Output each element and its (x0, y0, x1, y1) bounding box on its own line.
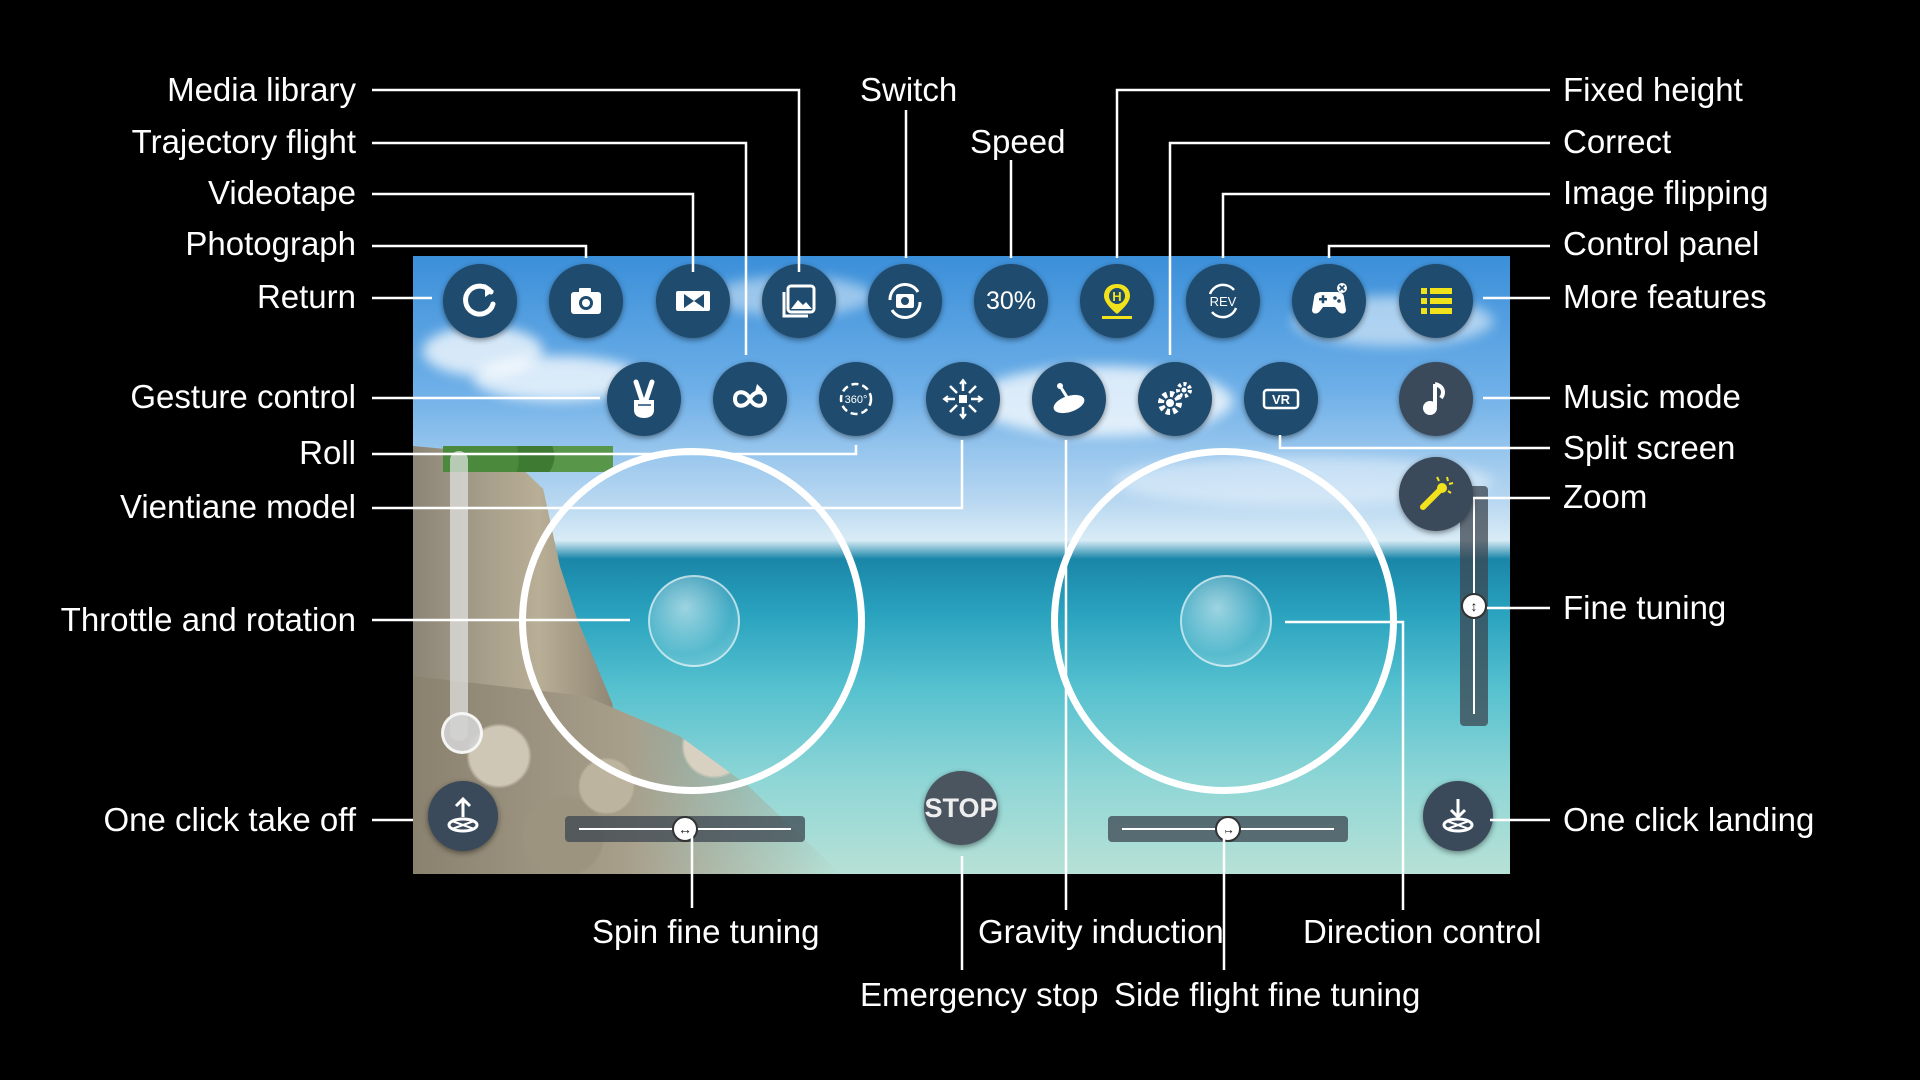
label-media-library: Media library (167, 71, 356, 108)
rev-icon: REV (1208, 283, 1238, 319)
label-trajectory-flight: Trajectory flight (131, 123, 356, 160)
music-note-icon (1423, 382, 1445, 415)
svg-text:360°: 360° (845, 394, 868, 406)
label-one-click-landing: One click landing (1563, 801, 1815, 838)
trajectory-flight-button[interactable] (713, 362, 787, 436)
switch-camera-icon (888, 282, 922, 320)
label-switch: Switch (860, 71, 958, 108)
roll-360-icon: 360° (839, 382, 873, 416)
right-joystick-knob[interactable] (1180, 575, 1272, 667)
label-correct: Correct (1563, 123, 1672, 160)
label-fixed-height: Fixed height (1563, 71, 1743, 108)
zoom-button[interactable] (1399, 457, 1473, 531)
emergency-stop-button[interactable]: STOP (924, 771, 998, 845)
svg-text:VR: VR (1272, 392, 1291, 407)
gallery-icon (782, 284, 816, 318)
split-screen-button[interactable]: VR (1244, 362, 1318, 436)
greenery-scenery (443, 446, 613, 472)
gravity-induction-button[interactable] (1032, 362, 1106, 436)
label-vientiane-model: Vientiane model (119, 488, 356, 525)
label-zoom: Zoom (1563, 478, 1648, 515)
side-flight-fine-tuning-knob[interactable]: ↔ (1215, 816, 1241, 842)
label-throttle-rotation: Throttle and rotation (60, 601, 356, 638)
vientiane-model-button[interactable] (926, 362, 1000, 436)
label-roll: Roll (299, 434, 356, 471)
one-click-landing-button[interactable] (1423, 781, 1493, 851)
stop-label: STOP (924, 792, 998, 823)
label-gravity-induction: Gravity induction (978, 913, 1224, 950)
label-videotape: Videotape (207, 174, 356, 211)
gamepad-icon (1312, 283, 1347, 314)
leader-media-library (372, 88, 801, 272)
one-click-takeoff-button[interactable] (428, 781, 498, 851)
throttle-track[interactable] (450, 451, 468, 741)
control-panel-button[interactable] (1292, 264, 1366, 338)
fine-tuning-slider[interactable]: ↕ (1460, 486, 1488, 726)
takeoff-icon (447, 796, 479, 833)
video-icon (676, 291, 710, 311)
speed-button[interactable]: 30% (974, 264, 1048, 338)
switch-button[interactable] (868, 264, 942, 338)
trajectory-icon (732, 384, 768, 408)
side-flight-fine-tuning-slider[interactable]: ↔ (1108, 816, 1348, 842)
svg-text:H: H (1112, 289, 1121, 304)
more-features-button[interactable] (1399, 264, 1473, 338)
music-mode-button[interactable] (1399, 362, 1473, 436)
label-split-screen: Split screen (1563, 429, 1736, 466)
label-emergency-stop: Emergency stop (860, 976, 1099, 1013)
fine-tuning-knob[interactable]: ↕ (1461, 593, 1487, 619)
return-icon (463, 283, 496, 317)
left-joystick-knob[interactable] (648, 575, 740, 667)
gears-icon (1158, 382, 1192, 415)
speed-value: 30% (985, 286, 1037, 315)
list-icon (1421, 288, 1452, 314)
roll-button[interactable]: 360° (819, 362, 893, 436)
label-speed: Speed (970, 123, 1066, 160)
landing-icon (1442, 799, 1474, 833)
media-library-button[interactable] (762, 264, 836, 338)
label-return: Return (256, 278, 356, 315)
vientiane-icon (942, 378, 984, 420)
photograph-button[interactable] (549, 264, 623, 338)
label-fine-tuning: Fine tuning (1563, 589, 1727, 626)
correct-button[interactable] (1138, 362, 1212, 436)
label-one-click-takeoff: One click take off (103, 801, 356, 838)
label-side-flight-fine-tuning: Side flight fine tuning (1114, 976, 1421, 1013)
peace-hand-icon (633, 379, 655, 418)
label-image-flipping: Image flipping (1563, 174, 1769, 211)
zoom-wand-icon (1420, 476, 1454, 510)
fixed-height-button[interactable]: H (1080, 264, 1154, 338)
label-control-panel: Control panel (1563, 225, 1760, 262)
gravity-icon (1053, 383, 1085, 414)
label-photograph: Photograph (185, 225, 356, 262)
videotape-button[interactable] (656, 264, 730, 338)
camera-icon (571, 288, 601, 314)
gesture-control-button[interactable] (607, 362, 681, 436)
label-more-features: More features (1563, 278, 1767, 315)
leader-image-flipping (1221, 192, 1550, 258)
leader-fixed-height (1115, 88, 1550, 258)
label-direction-control: Direction control (1303, 913, 1542, 950)
svg-text:REV: REV (1210, 294, 1237, 309)
vr-icon: VR (1262, 388, 1300, 410)
throttle-knob[interactable] (441, 712, 483, 754)
label-spin-fine-tuning: Spin fine tuning (592, 913, 820, 950)
image-flipping-button[interactable]: REV (1186, 264, 1260, 338)
fixed-height-icon: H (1102, 284, 1132, 319)
spin-fine-tuning-knob[interactable]: ↔ (672, 816, 698, 842)
drone-control-screen: ↔ ↔ ↕ 30% H REV 360 (413, 256, 1510, 874)
label-music-mode: Music mode (1563, 378, 1741, 415)
return-button[interactable] (443, 264, 517, 338)
spin-fine-tuning-slider[interactable]: ↔ (565, 816, 805, 842)
label-gesture-control: Gesture control (130, 378, 356, 415)
